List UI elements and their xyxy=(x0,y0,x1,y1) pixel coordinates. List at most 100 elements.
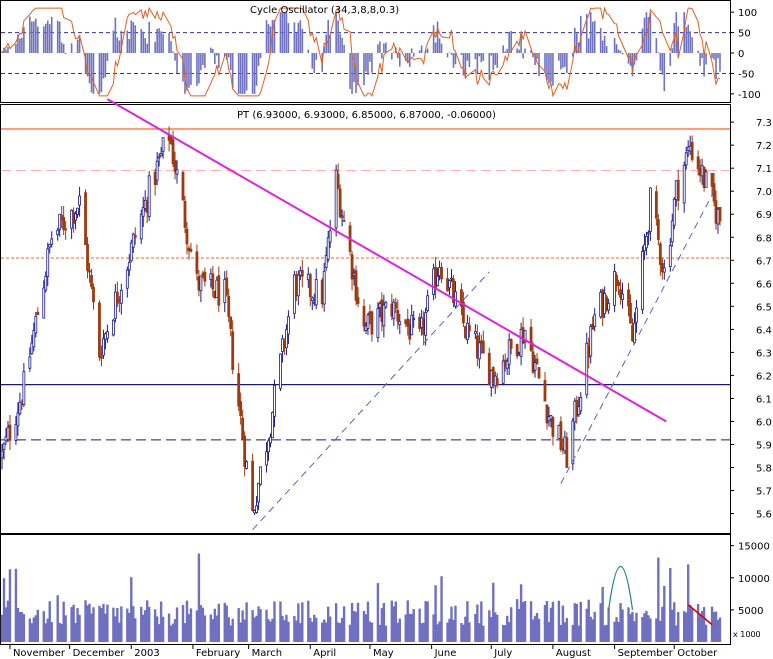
candle-body xyxy=(314,279,318,306)
candle-body xyxy=(641,251,644,311)
candle-body xyxy=(571,420,575,465)
candle-body xyxy=(131,233,135,248)
candle-body xyxy=(159,153,163,157)
candle-body xyxy=(106,331,109,339)
price-tick-label: 6.4 xyxy=(756,325,772,336)
price-tick-label: 7.1 xyxy=(756,164,772,175)
candle-body xyxy=(537,367,541,379)
candle-body xyxy=(56,229,60,236)
candle-body xyxy=(412,318,416,321)
candle-body xyxy=(394,302,398,309)
candle-body xyxy=(356,297,360,304)
candle-body xyxy=(259,466,262,485)
candle-body xyxy=(113,291,117,319)
candle-body xyxy=(265,451,268,466)
candle-body xyxy=(147,175,151,218)
candle-body xyxy=(257,482,260,503)
candle-body xyxy=(42,287,46,319)
candle-body xyxy=(125,269,129,289)
candle-body xyxy=(0,450,4,459)
volume-tick-label: 10000 xyxy=(738,574,770,585)
candle-body xyxy=(384,302,388,308)
candle-body xyxy=(237,373,241,407)
candle-body xyxy=(579,397,583,412)
candle-body xyxy=(199,275,203,292)
candle-body xyxy=(227,295,231,317)
candle-body xyxy=(501,360,505,384)
candle-body xyxy=(78,195,81,206)
candle-body xyxy=(450,277,453,280)
x-tick-label: February xyxy=(196,648,240,659)
candle-body xyxy=(589,326,593,357)
candle-body xyxy=(676,179,680,201)
candle-body xyxy=(491,367,495,384)
oscillator-layer xyxy=(1,6,730,98)
candle-body xyxy=(76,207,79,215)
candle-body xyxy=(2,443,6,450)
candle-body xyxy=(129,242,133,262)
candle-body xyxy=(324,255,328,268)
osc-tick-label: 0 xyxy=(738,49,744,60)
candle-body xyxy=(559,421,563,450)
x-tick-label: December xyxy=(73,648,126,659)
candle-body xyxy=(338,188,342,218)
candle-body xyxy=(211,273,215,290)
price-layer xyxy=(0,98,730,531)
candle-body xyxy=(545,404,549,424)
candle-body xyxy=(565,437,569,468)
candle-body xyxy=(392,301,396,320)
candle-body xyxy=(436,275,439,286)
candle-body xyxy=(448,280,451,289)
candle-body xyxy=(195,251,199,274)
candle-body xyxy=(672,198,676,226)
candle-body xyxy=(473,331,477,334)
candle-body xyxy=(340,215,344,218)
candle-body xyxy=(466,322,469,341)
candle-body xyxy=(648,187,652,232)
candle-body xyxy=(296,274,300,297)
candle-body xyxy=(44,275,48,291)
price-tick-label: 6.3 xyxy=(756,348,772,359)
volume-tick-label: 5000 xyxy=(738,606,763,617)
candle-body xyxy=(18,401,22,414)
volume-unit-label: x 1000 xyxy=(733,630,761,639)
osc-tick-label: 50 xyxy=(738,29,751,40)
candle-body xyxy=(141,207,145,217)
candle-body xyxy=(682,164,686,204)
candle-body xyxy=(523,330,527,343)
candle-body xyxy=(30,342,34,355)
candle-body xyxy=(102,338,105,356)
candle-body xyxy=(111,319,115,336)
candle-body xyxy=(16,412,20,427)
candle-body xyxy=(92,286,95,303)
candle-body xyxy=(203,271,207,282)
candle-body xyxy=(629,302,632,324)
candle-body xyxy=(115,291,119,304)
candle-body xyxy=(251,460,255,512)
candle-body xyxy=(48,243,52,248)
candle-body xyxy=(477,342,481,360)
candle-body xyxy=(255,505,258,513)
x-tick-label: August xyxy=(556,648,591,659)
candle-body xyxy=(645,235,648,249)
candle-body xyxy=(173,160,177,172)
candle-body xyxy=(509,339,513,349)
candle-body xyxy=(34,315,38,334)
candle-body xyxy=(241,417,245,440)
candle-body xyxy=(662,267,666,273)
candle-body xyxy=(460,289,463,307)
candle-body xyxy=(189,248,193,252)
candle-body xyxy=(157,156,161,159)
candle-body xyxy=(161,137,165,152)
candle-body xyxy=(481,340,485,354)
x-tick-label: October xyxy=(677,648,718,659)
candle-body xyxy=(535,358,539,365)
candle-body xyxy=(593,314,597,327)
candle-body xyxy=(529,326,533,351)
candle-body xyxy=(183,200,187,228)
candle-body xyxy=(300,269,304,277)
candle-body xyxy=(155,160,159,181)
price-tick-label: 5.9 xyxy=(756,440,772,451)
candle-body xyxy=(28,356,32,369)
